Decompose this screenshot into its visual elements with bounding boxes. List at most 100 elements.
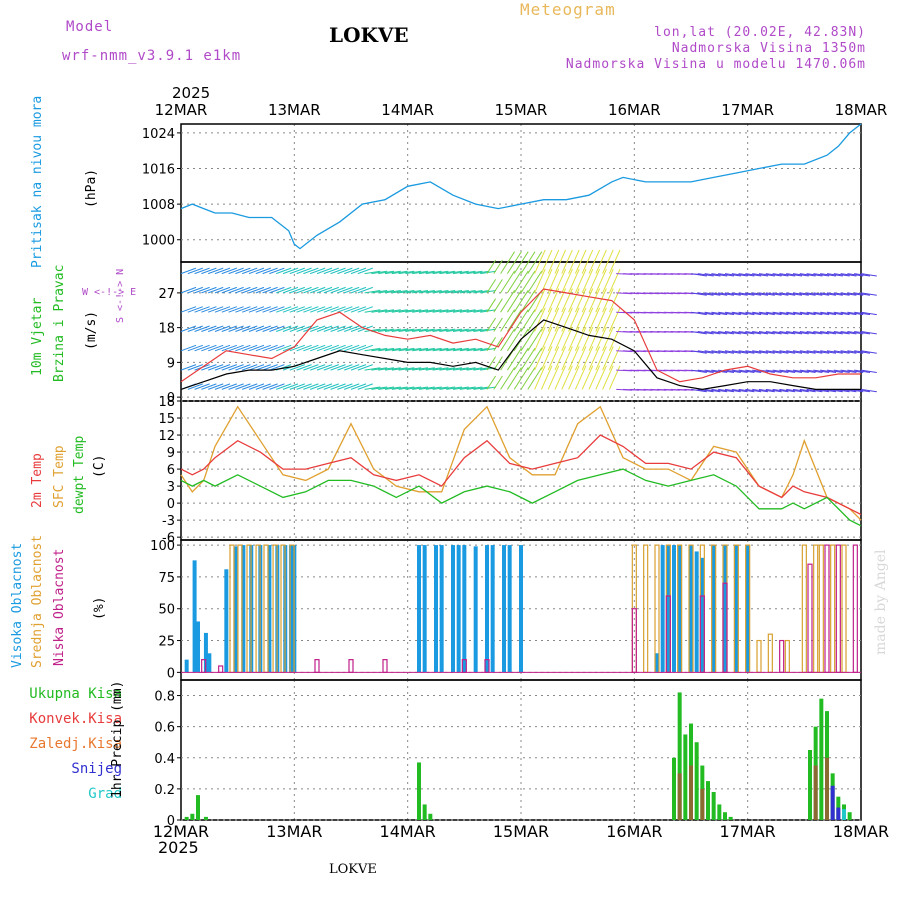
wind-arrow xyxy=(269,325,285,332)
wind-arrow xyxy=(534,288,546,313)
wind-arrow xyxy=(506,290,522,313)
wind-arrow xyxy=(711,311,728,316)
wind-arrow xyxy=(840,369,857,373)
wind-arrow xyxy=(418,290,435,294)
cloud-mid-bar xyxy=(818,544,824,673)
wind-arrow xyxy=(364,328,381,332)
cloud-high-bar xyxy=(666,545,671,673)
wind-arrow xyxy=(731,273,748,277)
wind-arrow xyxy=(187,267,203,275)
wind-arrow xyxy=(833,369,850,373)
wind-arrow xyxy=(412,328,429,332)
wind-arrow xyxy=(547,268,560,294)
cloud-mid-bar xyxy=(813,544,819,673)
date-tick-top: 12MAR xyxy=(155,101,208,119)
wind-arrow xyxy=(425,270,442,275)
wind-arrow xyxy=(473,367,490,371)
wind-arrow xyxy=(595,288,607,313)
wind-arrow xyxy=(310,267,326,275)
wind-arrow xyxy=(486,259,497,274)
cloud-high-bar xyxy=(417,545,421,673)
wind-arrow xyxy=(466,270,483,275)
wind-arrow xyxy=(854,273,871,277)
wind-arrow xyxy=(180,325,197,332)
wind-arrow xyxy=(608,326,621,352)
date-tick-top: 18MAR xyxy=(835,101,888,119)
wind-arrow xyxy=(697,292,714,296)
wind-arrow xyxy=(235,383,251,390)
wind-arrow xyxy=(425,328,442,332)
cloud-low-bar xyxy=(348,659,354,673)
wind-arrow xyxy=(493,337,503,352)
wind-arrow xyxy=(235,286,251,294)
wind-arrow xyxy=(697,311,714,316)
wind-arrow xyxy=(588,268,601,294)
wind-arrow xyxy=(418,386,435,390)
wind-arrow xyxy=(745,369,762,373)
y-tick-label: 6 xyxy=(167,463,175,478)
cloud-high-bar xyxy=(207,653,212,673)
precip-legend-total: Ukupna Kisa xyxy=(29,686,122,702)
wind-arrow xyxy=(405,309,422,313)
wind-arrow xyxy=(854,369,871,373)
precip-bar xyxy=(677,692,682,820)
wind-arrow xyxy=(813,273,830,277)
cloud-mid-bar xyxy=(767,633,773,673)
wind-arrow xyxy=(303,267,319,275)
wind-arrow xyxy=(520,367,536,390)
date-tick-top: 16MAR xyxy=(608,101,661,119)
wind-arrow xyxy=(540,249,553,274)
wind-arrow xyxy=(813,331,830,335)
wind-arrow xyxy=(772,369,789,373)
wind-arrow xyxy=(452,386,469,390)
wind-arrow xyxy=(276,325,292,332)
wind-arrow xyxy=(398,270,415,275)
wind-arrow xyxy=(595,307,607,332)
wind-arrow xyxy=(323,325,339,332)
wind-arrow xyxy=(704,311,721,316)
wind-arrow xyxy=(608,268,621,294)
wind-arrow xyxy=(446,367,463,371)
wind-arrow xyxy=(255,383,271,390)
wind-arrow xyxy=(554,268,567,294)
wind-arrow xyxy=(690,350,707,354)
wind-arrow xyxy=(337,286,353,294)
wind-arrow xyxy=(235,267,251,275)
panel-frame-0 xyxy=(180,123,862,263)
precip-bar xyxy=(808,750,812,820)
wind-arrow xyxy=(201,344,217,352)
wind-arrow xyxy=(412,270,429,275)
wind-arrow xyxy=(310,325,326,332)
wind-arrow xyxy=(282,267,299,275)
y-tick-label: 75 xyxy=(158,571,175,586)
wind-arrow xyxy=(758,273,775,277)
dewpt-line xyxy=(180,468,862,527)
model-elevation: Nadmorska Visina u modelu 1470.06m xyxy=(565,57,866,72)
cloud-low-bar xyxy=(314,659,320,673)
wind-arrow xyxy=(527,270,543,294)
cloud-high-bar xyxy=(689,545,693,673)
wind-arrow xyxy=(540,288,553,313)
wind-arrow xyxy=(561,268,573,294)
wind-arrow xyxy=(731,311,748,316)
wind-arrow xyxy=(792,331,809,335)
wind-arrow xyxy=(323,364,339,371)
y-tick-label: 100 xyxy=(150,539,175,554)
wind-arrow xyxy=(459,270,476,275)
wind-arrow xyxy=(208,267,224,275)
wind-arrow xyxy=(860,292,877,296)
wind-arrow xyxy=(752,292,769,296)
wind-arrow xyxy=(344,344,360,352)
wind-arrow xyxy=(500,309,516,332)
wind-arrow xyxy=(792,292,809,296)
wind-arrow xyxy=(398,309,415,313)
date-tick-top: 13MAR xyxy=(268,101,321,119)
wind-arrow xyxy=(378,328,395,332)
date-tick-top: 15MAR xyxy=(495,101,548,119)
y-tick-label: 9 xyxy=(167,446,175,461)
wind-arrow xyxy=(337,383,353,390)
wind-arrow xyxy=(357,383,373,390)
cloud-high-bar xyxy=(241,545,246,673)
wind-arrow xyxy=(214,344,231,352)
wind-arrow xyxy=(242,344,258,352)
